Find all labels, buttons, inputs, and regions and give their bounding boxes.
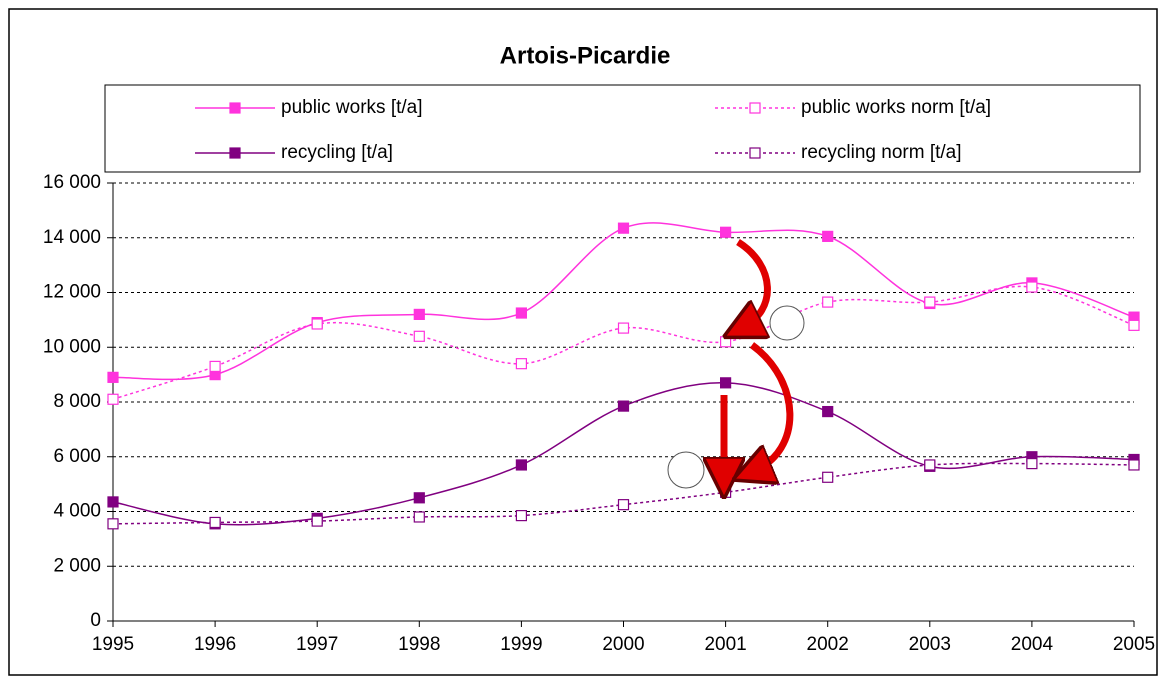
point — [719, 377, 732, 389]
y-tick-label: 4 000 — [53, 501, 101, 522]
x-tick-label: 1998 — [398, 634, 440, 655]
point — [822, 471, 834, 483]
point — [107, 371, 119, 383]
point — [1026, 281, 1038, 293]
x-tick-label: 2003 — [909, 634, 951, 655]
y-tick-label: 0 — [90, 610, 101, 631]
point — [822, 405, 834, 418]
y-tick-label: 8 000 — [53, 391, 101, 412]
arrows — [667, 239, 805, 489]
point — [1026, 457, 1038, 470]
legend-label: recycling [t/a] — [281, 142, 393, 163]
point — [719, 486, 732, 498]
point — [107, 518, 119, 530]
point — [1128, 459, 1140, 471]
point — [617, 499, 630, 511]
point — [515, 307, 528, 319]
x-tick-label: 2001 — [704, 634, 746, 655]
arrow — [752, 342, 794, 472]
legend-marker — [749, 102, 761, 114]
legend-box — [104, 84, 1141, 173]
x-tick-label: 1996 — [194, 634, 236, 655]
annotation-circle — [769, 305, 805, 341]
point — [924, 459, 936, 471]
point — [1128, 319, 1140, 331]
legend-marker — [749, 147, 761, 159]
point — [515, 510, 528, 522]
point — [107, 496, 119, 508]
y-tick-label: 16 000 — [43, 172, 101, 193]
point — [719, 336, 732, 348]
point — [413, 511, 425, 523]
legend-label: recycling norm [t/a] — [801, 142, 962, 163]
legend-marker — [229, 147, 241, 159]
y-tick-label: 12 000 — [43, 282, 101, 303]
x-tick-label: 2002 — [807, 634, 849, 655]
x-tick-label: 2004 — [1011, 634, 1054, 655]
legend-label: public works [t/a] — [281, 97, 423, 118]
point — [209, 516, 221, 529]
chart-title: Artois-Picardie — [500, 42, 671, 69]
point — [413, 330, 425, 342]
x-tick-label: 2005 — [1113, 634, 1155, 655]
legend-marker — [229, 102, 241, 114]
legend-label: public works norm [t/a] — [801, 97, 991, 118]
point — [413, 492, 425, 504]
x-tick-label: 1995 — [92, 634, 134, 655]
point — [515, 358, 528, 370]
annotation-circle — [667, 451, 705, 489]
point — [924, 296, 936, 308]
point — [107, 393, 119, 405]
y-tick-label: 2 000 — [53, 555, 101, 576]
y-tick-label: 10 000 — [43, 336, 101, 357]
arrow — [738, 239, 771, 328]
point — [719, 226, 732, 238]
y-tick-label: 6 000 — [53, 446, 101, 467]
point — [822, 230, 834, 242]
point — [822, 296, 834, 308]
x-tick-label: 1997 — [296, 634, 338, 655]
point — [311, 318, 323, 330]
point — [311, 515, 323, 527]
point — [515, 459, 528, 471]
point — [617, 322, 630, 334]
point — [413, 308, 425, 320]
point — [209, 360, 221, 373]
y-tick-label: 14 000 — [43, 227, 101, 248]
point — [617, 222, 630, 234]
x-tick-label: 2000 — [602, 634, 644, 655]
point — [617, 400, 630, 412]
x-tick-label: 1999 — [500, 634, 542, 655]
